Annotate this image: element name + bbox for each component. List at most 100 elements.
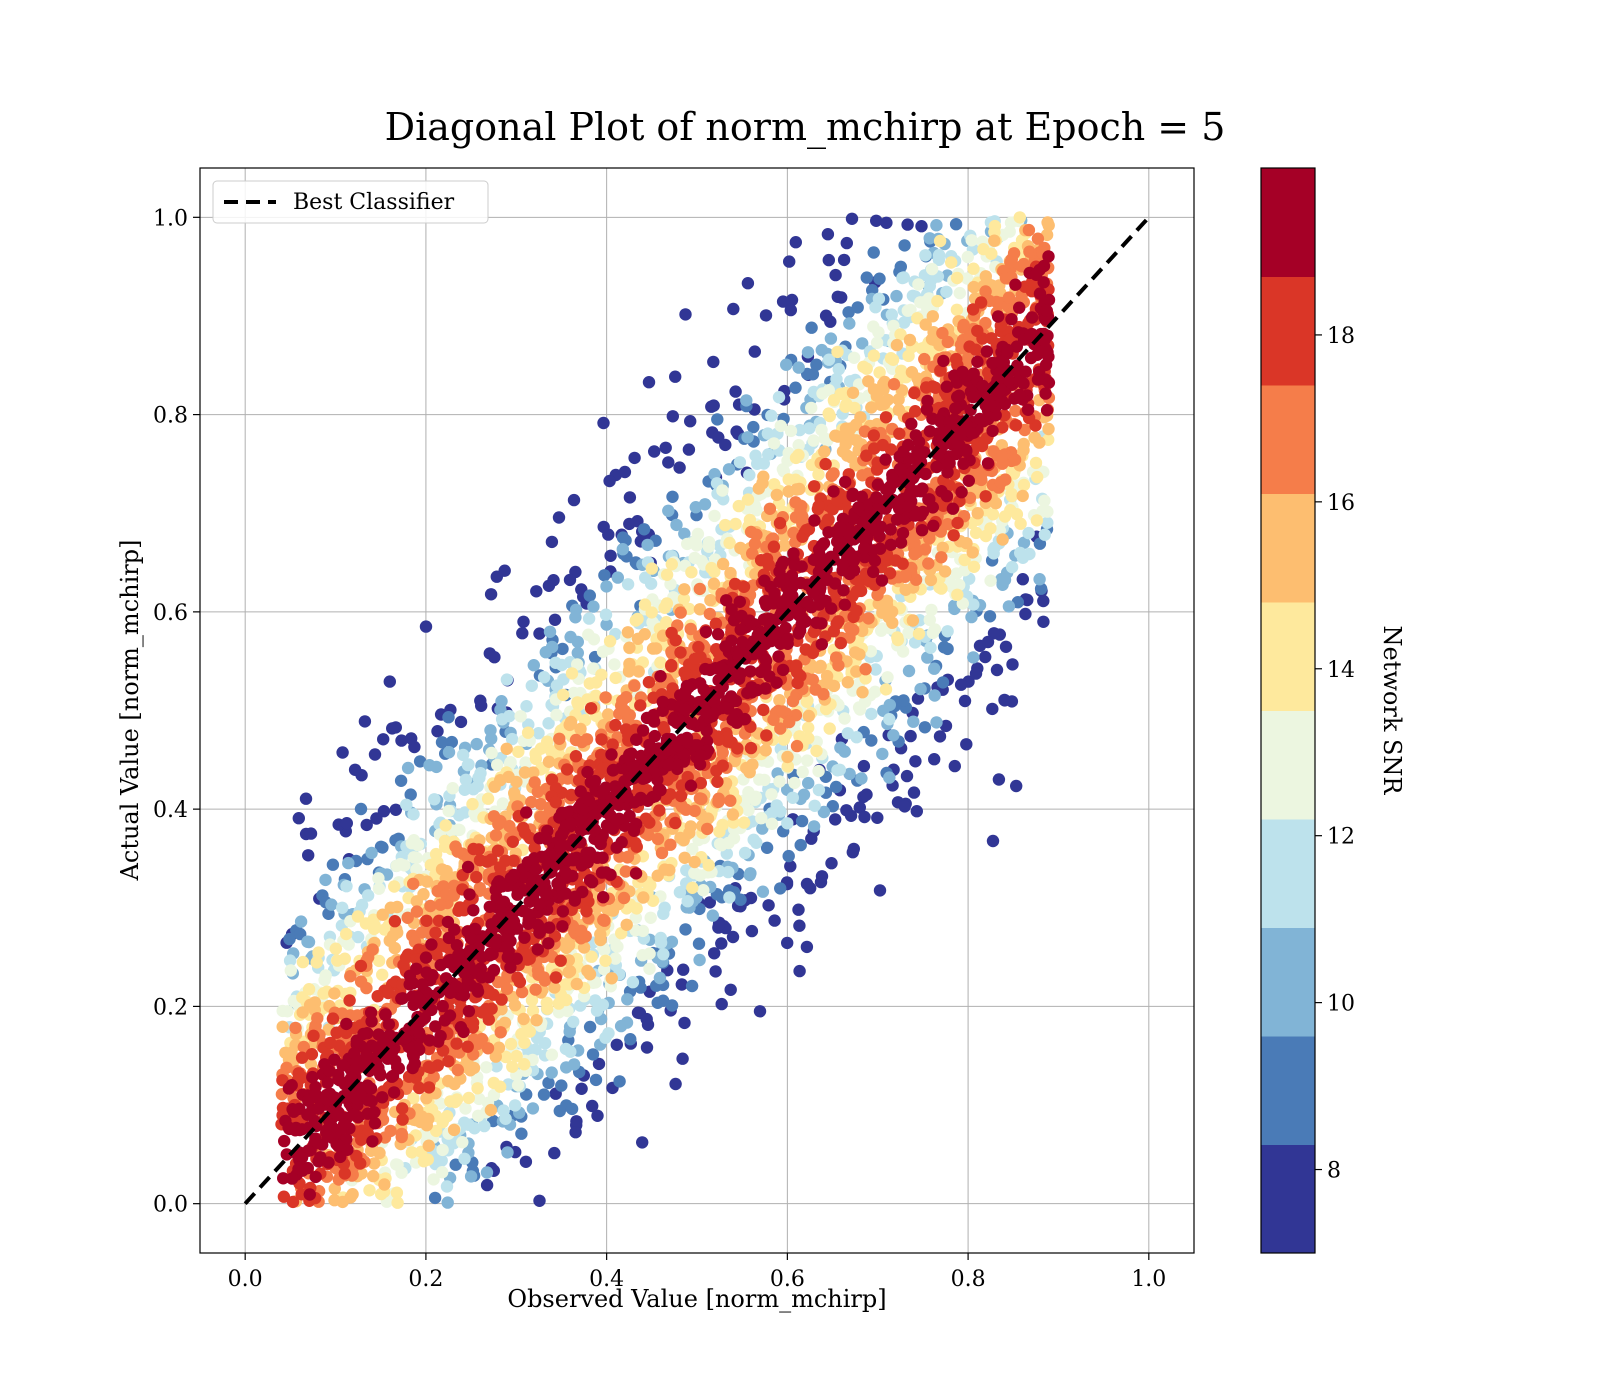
scatter-point — [833, 763, 846, 776]
scatter-point — [1041, 516, 1054, 529]
scatter-point — [880, 216, 893, 229]
scatter-point — [628, 679, 641, 692]
scatter-point — [547, 574, 560, 587]
scatter-point — [929, 381, 942, 394]
scatter-point — [747, 420, 760, 434]
scatter-point — [744, 741, 758, 755]
scatter-point — [548, 613, 562, 626]
scatter-point — [656, 704, 669, 717]
scatter-point — [838, 712, 851, 725]
scatter-point — [886, 616, 899, 629]
scatter-point — [842, 306, 855, 319]
scatter-point — [312, 946, 325, 959]
scatter-point — [796, 511, 809, 524]
scatter-point — [662, 456, 675, 469]
scatter-point — [781, 750, 794, 764]
scatter-point — [371, 990, 384, 1003]
scatter-point — [678, 851, 691, 864]
scatter-point — [774, 722, 787, 735]
scatter-point — [601, 903, 614, 917]
scatter-point — [860, 271, 873, 284]
scatter-point — [503, 819, 516, 833]
scatter-point — [710, 643, 723, 656]
scatter-point — [444, 1095, 457, 1108]
scatter-point — [847, 351, 861, 364]
scatter-point — [659, 441, 672, 454]
scatter-point — [865, 707, 878, 721]
scatter-point — [789, 496, 802, 509]
scatter-point — [956, 365, 969, 379]
scatter-point — [857, 759, 871, 773]
scatter-point — [620, 918, 633, 931]
scatter-point — [984, 574, 997, 587]
scatter-point — [461, 1040, 474, 1053]
scatter-point — [582, 628, 595, 641]
scatter-point — [534, 742, 548, 755]
scatter-point — [1042, 422, 1055, 436]
scatter-point — [399, 951, 413, 964]
scatter-point — [684, 415, 697, 428]
scatter-point — [923, 613, 936, 627]
scatter-point — [935, 582, 948, 595]
scatter-point — [723, 536, 736, 550]
scatter-point — [879, 683, 893, 696]
scatter-point — [966, 303, 980, 316]
scatter-point — [565, 1102, 579, 1116]
scatter-point — [1023, 547, 1036, 561]
scatter-point — [698, 498, 712, 511]
scatter-point — [708, 509, 721, 523]
scatter-point — [562, 966, 575, 979]
scatter-point — [302, 935, 316, 949]
scatter-point — [515, 1027, 528, 1041]
scatter-point — [624, 1033, 637, 1046]
scatter-point — [835, 291, 848, 304]
scatter-point — [781, 760, 794, 773]
scatter-point — [618, 465, 632, 479]
scatter-point — [808, 514, 821, 527]
scatter-point — [865, 734, 878, 747]
scatter-point — [598, 914, 611, 927]
scatter-point — [1019, 607, 1032, 621]
scatter-point — [296, 955, 310, 969]
scatter-point — [936, 676, 950, 689]
plot-area — [199, 167, 1195, 1254]
scatter-point — [281, 1005, 294, 1018]
scatter-point — [781, 817, 794, 830]
scatter-point — [805, 321, 818, 334]
scatter-point — [919, 249, 932, 262]
scatter-point — [496, 797, 510, 810]
scatter-point — [756, 822, 769, 835]
scatter-point — [517, 1012, 530, 1026]
scatter-point — [629, 867, 643, 880]
scatter-point — [814, 659, 827, 673]
scatter-point — [808, 799, 821, 812]
scatter-point — [611, 571, 624, 584]
scatter-point — [295, 1051, 309, 1064]
scatter-point — [807, 434, 820, 447]
scatter-point — [350, 1149, 363, 1163]
scatter-point — [367, 1169, 380, 1183]
scatter-point — [459, 1102, 472, 1115]
scatter-point — [597, 520, 610, 534]
scatter-point — [386, 722, 399, 735]
scatter-point — [992, 773, 1006, 786]
scatter-point — [694, 776, 707, 790]
scatter-point — [715, 997, 728, 1011]
scatter-point — [974, 296, 988, 309]
scatter-point — [846, 386, 860, 399]
scatter-point — [855, 772, 868, 785]
scatter-point — [784, 424, 798, 438]
scatter-point — [1042, 250, 1055, 263]
scatter-point — [829, 813, 842, 826]
scatter-point — [971, 355, 984, 368]
scatter-point — [675, 978, 688, 991]
scatter-point — [674, 831, 687, 845]
scatter-point — [442, 1074, 455, 1088]
scatter-point — [557, 688, 570, 702]
scatter-point — [533, 1194, 546, 1208]
scatter-point — [422, 1139, 435, 1152]
scatter-point — [884, 538, 898, 551]
scatter-point — [829, 780, 843, 794]
scatter-point — [918, 721, 932, 734]
scatter-point — [482, 1013, 495, 1026]
